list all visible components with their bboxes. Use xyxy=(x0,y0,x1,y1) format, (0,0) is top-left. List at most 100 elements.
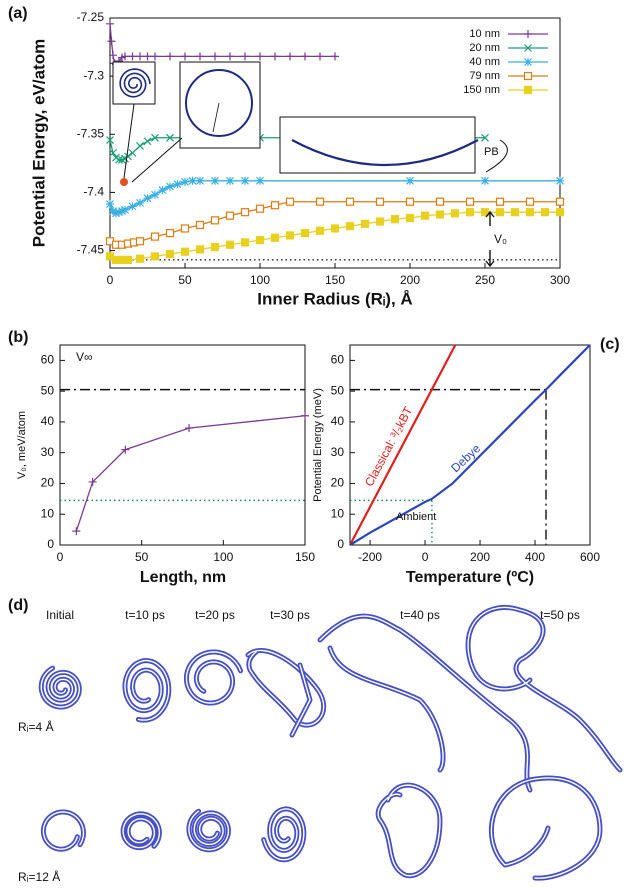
y-tick-label: 0 xyxy=(337,537,344,551)
data-point xyxy=(481,176,489,185)
inset-radius xyxy=(212,102,220,133)
x-tick-label: 100 xyxy=(213,550,233,564)
y-tick-label: -7.35 xyxy=(77,126,105,140)
data-point xyxy=(135,254,145,263)
data-point xyxy=(555,197,565,206)
legend-label: 79 nm xyxy=(469,70,500,82)
annotation: PB xyxy=(484,146,499,158)
legend-label: 150 nm xyxy=(463,84,500,96)
x-tick-label: 0 xyxy=(107,273,114,287)
time-label: t=40 ps xyxy=(400,608,440,622)
x-axis-label: Length, nm xyxy=(140,569,226,586)
data-point xyxy=(109,51,117,60)
x-tick-label: 200 xyxy=(400,273,420,287)
filament-core xyxy=(291,664,311,736)
data-point xyxy=(241,176,249,185)
data-point xyxy=(406,176,414,185)
min-cluster xyxy=(120,178,128,186)
data-point xyxy=(150,252,160,261)
x-tick-label: 50 xyxy=(135,550,149,564)
x-tick-label: 600 xyxy=(580,550,600,564)
data-point xyxy=(180,247,190,256)
data-point xyxy=(151,133,159,142)
data-point xyxy=(465,197,475,206)
annotation: V₀ xyxy=(494,232,507,246)
x-tick-label: 100 xyxy=(250,273,270,287)
data-point xyxy=(360,219,370,228)
legend-marker xyxy=(523,85,533,95)
y-tick-label: 60 xyxy=(331,353,345,367)
data-point xyxy=(121,52,129,61)
data-point xyxy=(115,208,123,217)
annotation: Ambient xyxy=(396,511,436,523)
data-point xyxy=(480,208,490,217)
y-tick-label: -7.4 xyxy=(83,185,104,199)
annotation: (a) xyxy=(8,5,28,22)
data-point xyxy=(226,176,234,185)
filament-core xyxy=(319,615,531,791)
time-label: Initial xyxy=(46,608,74,622)
data-point xyxy=(151,190,159,199)
series-line xyxy=(109,201,560,246)
data-point xyxy=(136,52,144,61)
inset-ring xyxy=(185,69,253,137)
y-tick-label: -7.25 xyxy=(77,10,105,24)
data-point xyxy=(106,200,114,209)
data-point xyxy=(525,208,535,217)
y-tick-label: -7.3 xyxy=(83,68,104,82)
data-point xyxy=(158,186,167,195)
data-point xyxy=(195,220,205,230)
data-point xyxy=(211,52,219,61)
y-tick-label: 30 xyxy=(41,445,55,459)
x-tick-label: 250 xyxy=(475,273,495,287)
plot-frame xyxy=(349,344,591,546)
y-tick-label: 50 xyxy=(331,383,345,397)
legend-label: 40 nm xyxy=(469,56,500,68)
data-point xyxy=(166,133,174,142)
data-point xyxy=(128,52,137,61)
data-point xyxy=(405,213,415,223)
annotation: V∞ xyxy=(76,350,93,364)
data-point xyxy=(435,210,445,219)
filament-core xyxy=(122,813,161,849)
data-point xyxy=(185,424,194,433)
x-tick-label: -200 xyxy=(358,550,382,564)
series-line xyxy=(109,23,335,66)
data-point xyxy=(405,197,415,206)
annotation: (b) xyxy=(8,329,28,346)
data-point xyxy=(165,229,175,238)
inset-arrow xyxy=(123,103,508,183)
data-point xyxy=(225,240,235,249)
filament xyxy=(465,604,623,773)
inset-arc xyxy=(291,139,479,166)
data-point xyxy=(556,176,564,185)
inset-spiral xyxy=(119,68,151,98)
time-label: t=10 ps xyxy=(125,608,165,622)
data-point xyxy=(540,208,550,217)
data-point xyxy=(166,52,174,61)
series-label: Classical: ³/₂kBT xyxy=(362,404,416,489)
data-point xyxy=(128,202,137,211)
y-tick-label: 60 xyxy=(41,353,55,367)
x-tick-label: 0 xyxy=(57,550,64,564)
y-axis-label: Potential Energy, eV/atom xyxy=(29,39,48,247)
annotation: (c) xyxy=(600,336,620,353)
filament-core xyxy=(185,651,242,704)
y-axis-label: V₀, meV/atom xyxy=(16,411,28,479)
data-point xyxy=(420,211,430,220)
data-point xyxy=(240,208,250,217)
filament-core xyxy=(124,659,170,721)
y-tick-label: 50 xyxy=(41,383,55,397)
time-label: t=20 ps xyxy=(195,608,235,622)
time-label: t=30 ps xyxy=(270,608,310,622)
data-point xyxy=(115,155,123,164)
data-point xyxy=(450,209,460,218)
data-point xyxy=(390,215,400,224)
legend-marker xyxy=(524,30,532,38)
legend-marker xyxy=(524,44,532,52)
data-point xyxy=(106,19,114,28)
data-point xyxy=(136,198,144,207)
data-point xyxy=(143,137,152,146)
data-point xyxy=(495,208,505,217)
data-point xyxy=(210,216,220,225)
